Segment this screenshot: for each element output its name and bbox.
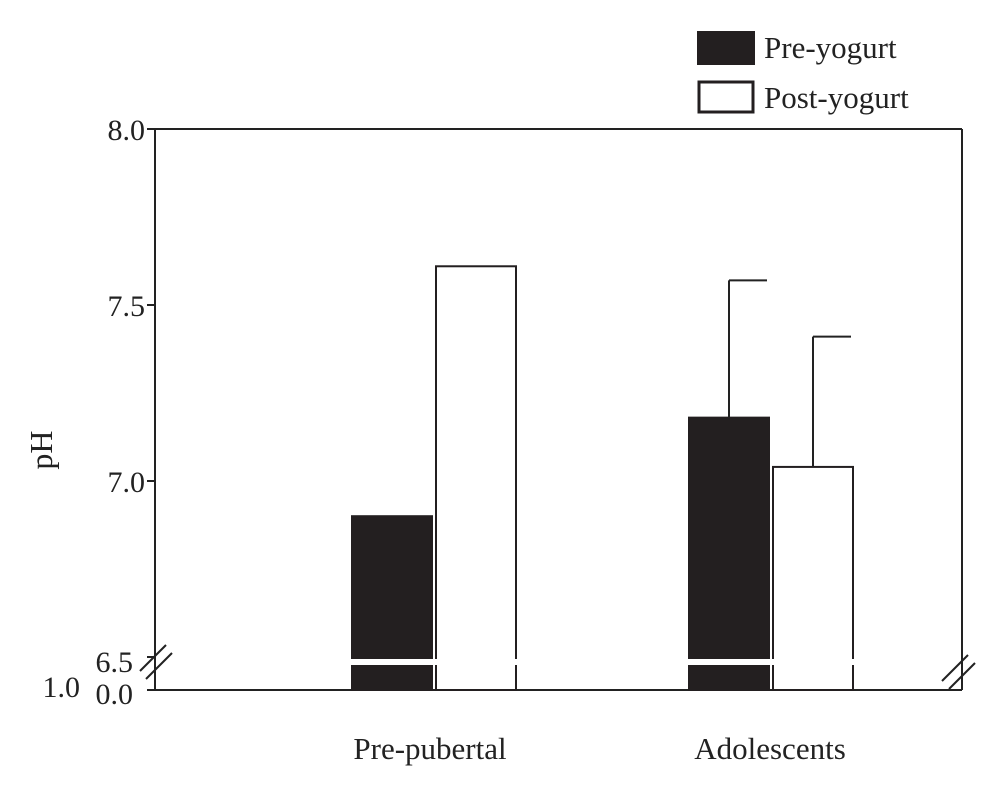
y-axis-title: pH bbox=[23, 430, 59, 469]
legend-label-post-yogurt: Post-yogurt bbox=[764, 80, 909, 115]
bar-pre-yogurt-adolescents bbox=[688, 416, 770, 691]
error-bar-post-yogurt-adolescents bbox=[812, 335, 851, 467]
bar-post-yogurt-pre-pubertal bbox=[435, 265, 517, 691]
axis-break-mark-left bbox=[145, 652, 173, 680]
legend-swatch-post-yogurt bbox=[697, 80, 755, 114]
axis-break-mark-left bbox=[139, 644, 167, 672]
axis-break-mark-right bbox=[948, 662, 976, 690]
legend: Pre-yogurt Post-yogurt bbox=[697, 30, 909, 115]
axis-break-mark-right bbox=[941, 654, 969, 682]
x-category-label-adolescents: Adolescents bbox=[694, 731, 846, 766]
series-pre-yogurt bbox=[351, 416, 770, 692]
legend-swatch-pre-yogurt bbox=[697, 31, 755, 65]
y-tick-label-6-5: 6.5 bbox=[96, 646, 134, 679]
axis-break-gap bbox=[345, 659, 530, 665]
x-category-label-pre-pubertal: Pre-pubertal bbox=[353, 731, 506, 766]
legend-label-pre-yogurt: Pre-yogurt bbox=[764, 30, 897, 65]
bar-post-yogurt-adolescents bbox=[772, 465, 854, 692]
y-tick-label-0-0: 0.0 bbox=[96, 678, 134, 711]
y-tick-label-1-0: 1.0 bbox=[43, 671, 81, 704]
y-tick-label-7-0: 7.0 bbox=[108, 466, 146, 499]
y-tick-label-7-5: 7.5 bbox=[108, 290, 146, 323]
series-post-yogurt bbox=[435, 265, 854, 692]
axis-break-gap bbox=[682, 659, 867, 665]
error-bar-pre-yogurt-adolescents bbox=[728, 279, 767, 418]
y-tick-label-8-0: 8.0 bbox=[108, 114, 146, 147]
